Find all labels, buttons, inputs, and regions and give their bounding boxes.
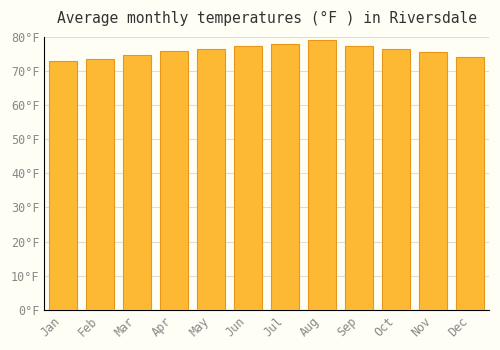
Bar xyxy=(382,49,410,310)
Bar xyxy=(308,40,336,310)
Bar xyxy=(197,49,225,310)
Bar xyxy=(272,44,299,310)
Bar xyxy=(456,57,484,310)
Bar xyxy=(346,46,373,310)
Bar xyxy=(160,51,188,310)
Bar xyxy=(234,46,262,310)
Bar xyxy=(86,59,114,310)
Bar xyxy=(49,61,77,310)
Title: Average monthly temperatures (°F ) in Riversdale: Average monthly temperatures (°F ) in Ri… xyxy=(56,11,476,26)
Bar xyxy=(420,52,447,310)
Bar xyxy=(123,55,151,310)
